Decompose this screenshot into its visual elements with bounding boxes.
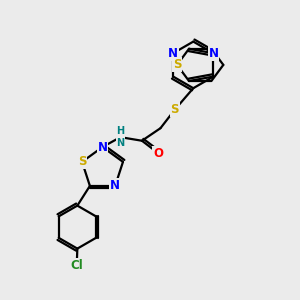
- Text: N: N: [208, 47, 218, 60]
- Text: S: S: [173, 58, 181, 71]
- Text: Cl: Cl: [70, 259, 83, 272]
- Text: O: O: [153, 147, 164, 160]
- Text: H
N: H N: [116, 126, 124, 148]
- Text: N: N: [168, 47, 178, 60]
- Text: S: S: [170, 103, 179, 116]
- Text: N: N: [98, 140, 107, 154]
- Text: S: S: [78, 155, 86, 168]
- Text: N: N: [110, 179, 120, 192]
